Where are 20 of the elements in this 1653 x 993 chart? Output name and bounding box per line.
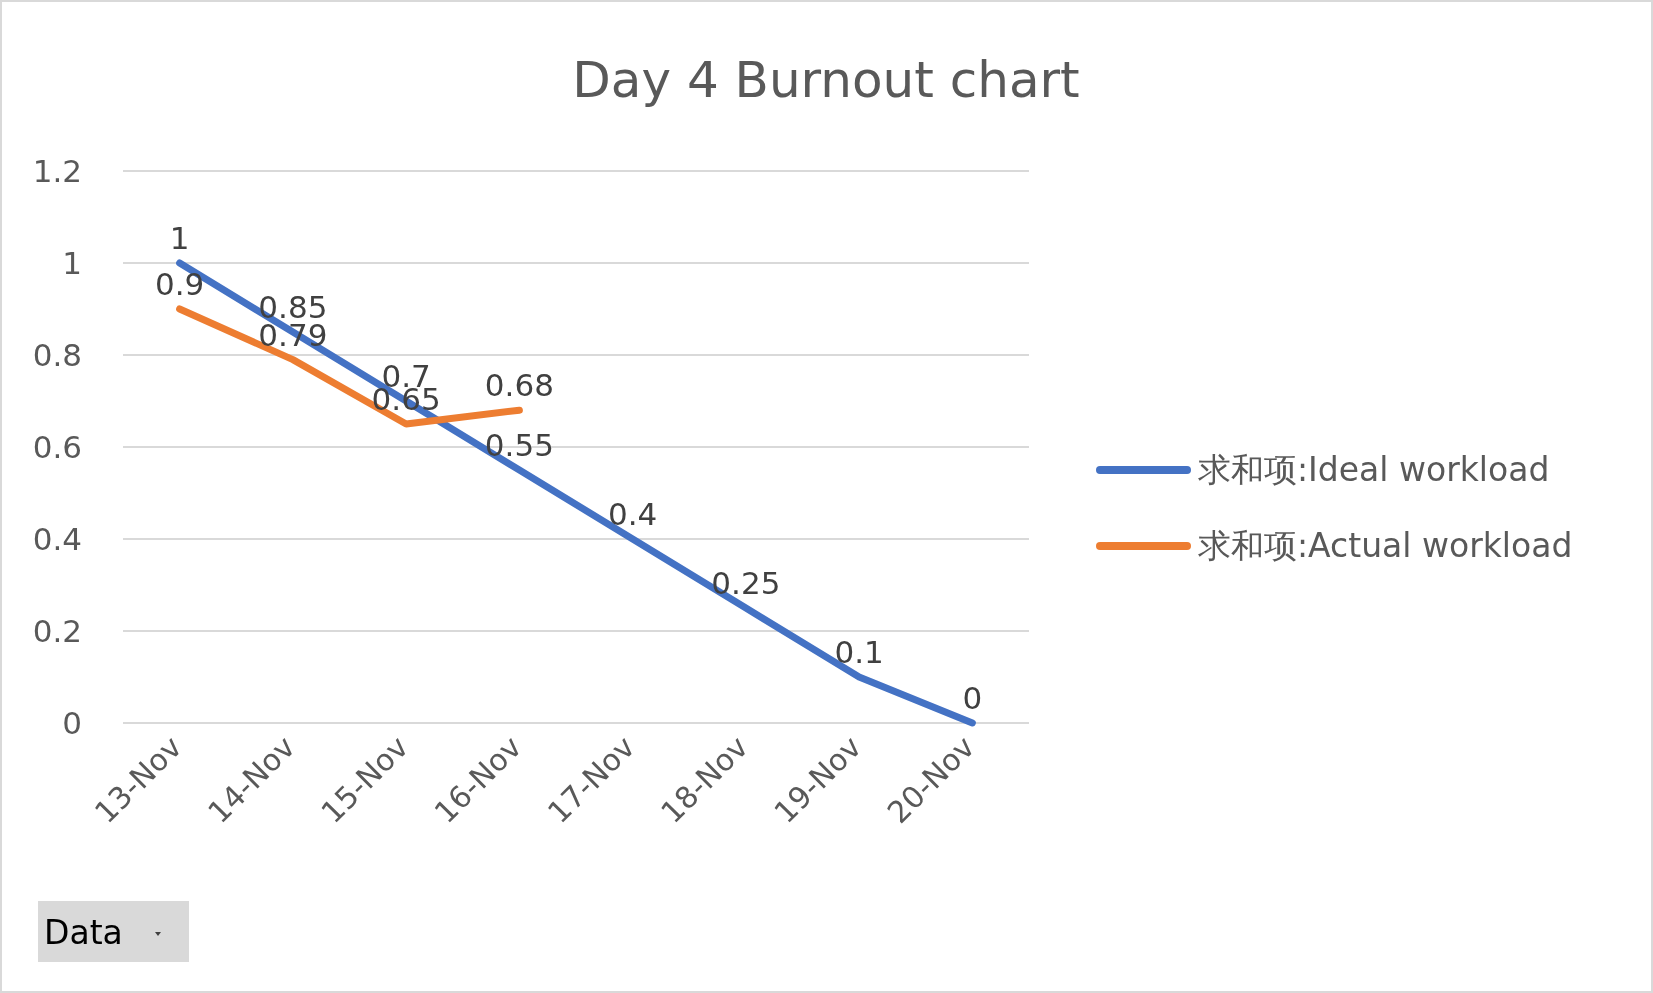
data-label: 0.9 — [154, 266, 205, 302]
data-label: 0.4 — [607, 496, 658, 532]
data-label: 0.1 — [834, 634, 884, 670]
y-tick-label: 0.8 — [32, 337, 82, 373]
data-label: 0.55 — [484, 427, 554, 463]
chart-title: Day 4 Burnout chart — [572, 51, 1080, 109]
data-label: 0.25 — [711, 565, 781, 601]
data-label: 1 — [169, 220, 190, 256]
data-label: 0 — [962, 680, 983, 716]
y-tick-label: 0.2 — [32, 613, 82, 649]
data-label: 0.68 — [484, 367, 554, 404]
y-tick-label: 1 — [62, 245, 82, 281]
legend-label: 求和项:Actual workload — [1198, 526, 1573, 565]
y-tick-label: 0.4 — [32, 521, 82, 557]
y-tick-label: 0 — [62, 705, 82, 741]
legend-label: 求和项:Ideal workload — [1198, 450, 1550, 489]
y-tick-label: 0.6 — [32, 429, 82, 465]
text: Data — [44, 913, 123, 952]
y-tick-label: 1.2 — [32, 153, 82, 189]
data-label: 0.85 — [258, 289, 328, 325]
